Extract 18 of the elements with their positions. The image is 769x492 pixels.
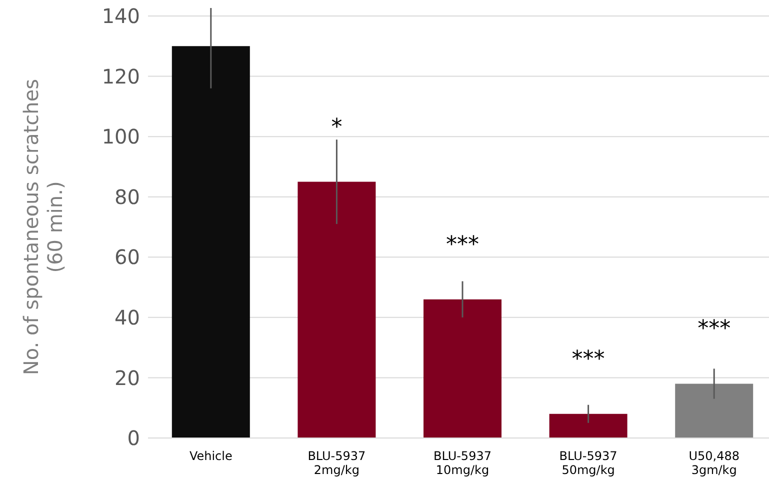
data-label: * <box>331 114 342 140</box>
y-tick-label: 100 <box>102 124 140 149</box>
y-axis-title: No. of spontaneous scratches (60 min.) <box>19 78 67 376</box>
y-tick-label: 60 <box>114 245 140 270</box>
data-label: *** <box>572 346 605 372</box>
y-tick-label: 20 <box>114 366 140 390</box>
data-label: *** <box>698 316 731 342</box>
x-tick-label: Vehicle <box>189 449 232 463</box>
x-tick-label: BLU-5937 10mg/kg <box>434 449 492 477</box>
x-tick-label: BLU-5937 2mg/kg <box>308 449 366 477</box>
data-label: *** <box>446 232 479 258</box>
x-tick-label: BLU-5937 50mg/kg <box>559 449 618 477</box>
y-tick-label: 40 <box>114 306 140 330</box>
x-tick-label: U50,488 3gm/kg <box>688 449 740 477</box>
y-tick-label: 140 <box>102 4 140 28</box>
y-tick-label: 120 <box>102 64 140 88</box>
y-tick-label: 80 <box>114 184 140 209</box>
y-tick-label: 0 <box>127 426 140 450</box>
